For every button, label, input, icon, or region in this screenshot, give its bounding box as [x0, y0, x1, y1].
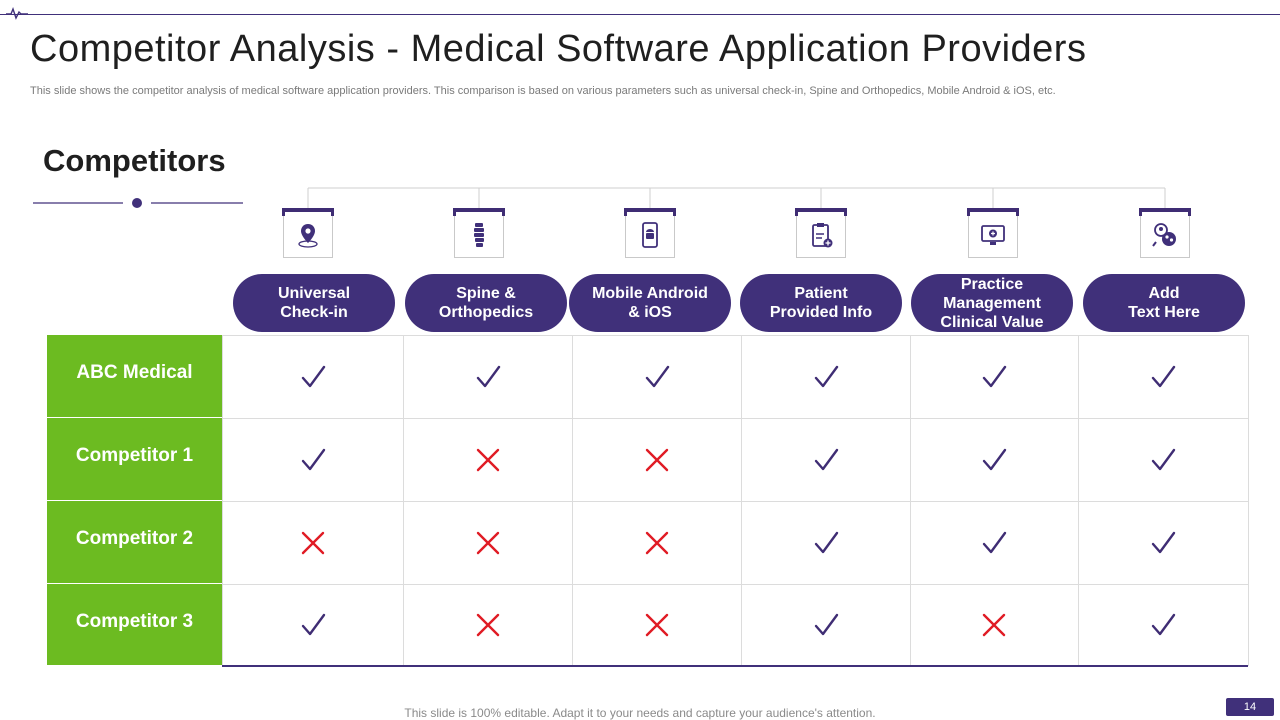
slide-title: Competitor Analysis - Medical Software A… [30, 28, 1087, 70]
grid-horizontal-line [222, 335, 1248, 336]
check-icon [403, 342, 572, 411]
check-icon [741, 425, 910, 494]
competitor-row-competitor-2: Competitor 2 [47, 501, 222, 584]
medical-monitor-icon [967, 208, 1019, 258]
feature-header-patient-provided-info: Patient Provided Info [740, 274, 902, 332]
grid-vertical-line [1248, 335, 1249, 666]
location-pin-icon [282, 208, 334, 258]
feature-header-universal-check-in: Universal Check-in [233, 274, 395, 332]
competitor-row-competitor-1: Competitor 1 [47, 418, 222, 501]
check-icon [741, 342, 910, 411]
heading-divider [33, 198, 243, 208]
grid-vertical-line [222, 335, 223, 666]
feature-header-practice-management: Practice Management Clinical Value [911, 274, 1073, 332]
medical-clipboard-icon [795, 208, 847, 258]
feature-header-add-text: Add Text Here [1083, 274, 1245, 332]
check-icon [741, 591, 910, 659]
grid-horizontal-line [222, 584, 1248, 585]
top-divider-line [0, 14, 1280, 15]
footer-note: This slide is 100% editable. Adapt it to… [404, 706, 876, 720]
check-icon [1078, 508, 1248, 577]
page-number: 14 [1226, 698, 1274, 716]
check-icon [572, 342, 741, 411]
section-heading: Competitors [43, 143, 226, 178]
check-icon [1078, 425, 1248, 494]
check-icon [1078, 591, 1248, 659]
grid-vertical-line [910, 335, 911, 666]
pulse-icon [6, 6, 28, 20]
mobile-android-icon [624, 208, 676, 258]
check-icon [222, 342, 403, 411]
grid-vertical-line [1078, 335, 1079, 666]
check-icon [910, 508, 1078, 577]
cross-icon [910, 591, 1078, 659]
table-bottom-line [222, 665, 1248, 667]
check-icon [741, 508, 910, 577]
cross-icon [572, 508, 741, 577]
cross-icon [572, 591, 741, 659]
spine-icon [453, 208, 505, 258]
feature-header-spine-orthopedics: Spine & Orthopedics [405, 274, 567, 332]
grid-horizontal-line [222, 418, 1248, 419]
check-icon [222, 425, 403, 494]
check-icon [222, 591, 403, 659]
grid-vertical-line [572, 335, 573, 666]
grid-horizontal-line [222, 501, 1248, 502]
cross-icon [403, 591, 572, 659]
cross-icon [403, 508, 572, 577]
grid-vertical-line [403, 335, 404, 666]
feature-header-mobile-android-ios: Mobile Android & iOS [569, 274, 731, 332]
competitor-row-abc-medical: ABC Medical [47, 335, 222, 418]
cross-icon [572, 425, 741, 494]
slide-subtitle: This slide shows the competitor analysis… [30, 85, 1056, 97]
competitor-row-competitor-3: Competitor 3 [47, 584, 222, 666]
cross-icon [222, 508, 403, 577]
check-icon [910, 425, 1078, 494]
check-icon [910, 342, 1078, 411]
cross-icon [403, 425, 572, 494]
grid-vertical-line [741, 335, 742, 666]
team-search-icon [1139, 208, 1191, 258]
check-icon [1078, 342, 1248, 411]
